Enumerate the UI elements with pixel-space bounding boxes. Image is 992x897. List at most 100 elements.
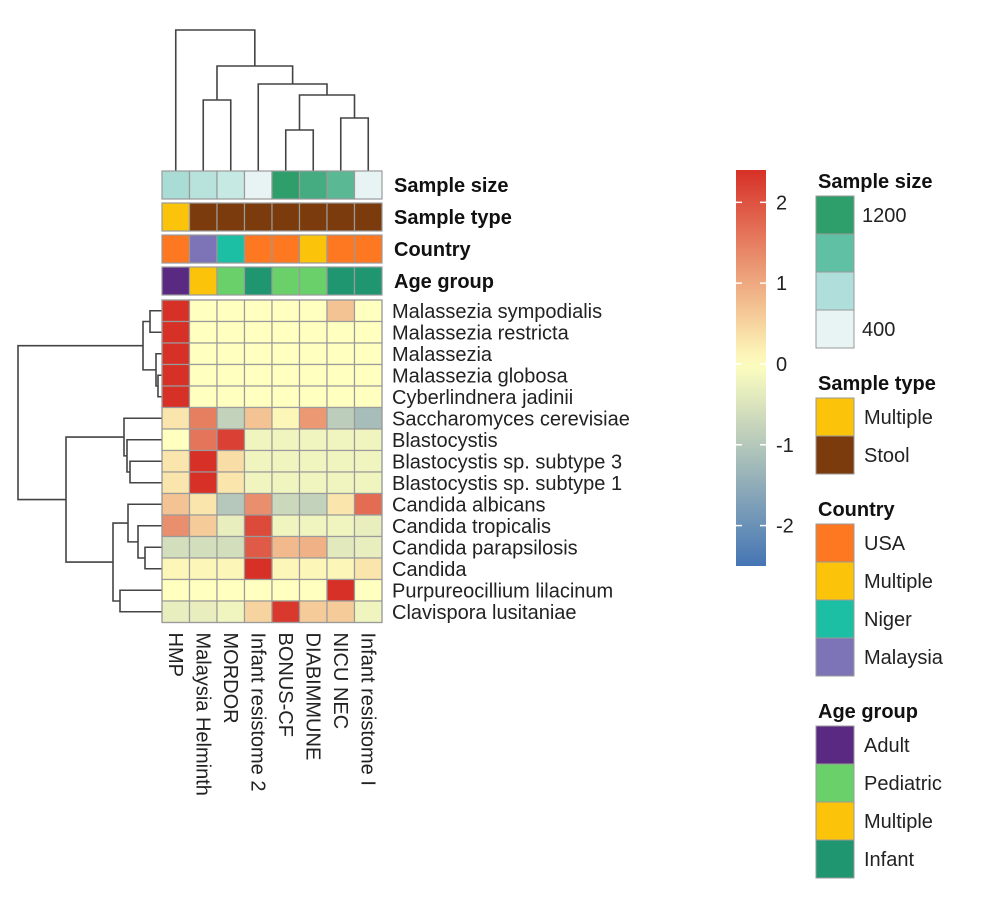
annotation-cell xyxy=(243,266,273,296)
heatmap-cell xyxy=(161,299,191,323)
annotation-cell xyxy=(188,202,218,232)
column-label: NICU NEC xyxy=(329,633,351,730)
legend-swatch xyxy=(815,599,855,639)
column-label: BONUS-CF xyxy=(274,633,296,737)
heatmap-cell xyxy=(326,492,356,516)
heatmap-border xyxy=(161,299,383,624)
row-dendrogram xyxy=(17,309,162,613)
annotation-cell xyxy=(298,266,328,296)
legend-swatch xyxy=(815,271,855,311)
heatmap-cell xyxy=(188,535,218,559)
row-label: Saccharomyces cerevisiae xyxy=(392,408,630,430)
legend-swatch xyxy=(815,763,855,803)
heatmap-cell xyxy=(243,471,273,495)
colorbar-tick-label: -1 xyxy=(776,435,794,457)
annotation-labels: Sample size Sample type Country Age group xyxy=(394,175,512,293)
heatmap-cell xyxy=(326,578,356,602)
heatmap-cell xyxy=(353,514,383,538)
heatmap-cell xyxy=(216,535,246,559)
heatmap-cell xyxy=(271,385,301,409)
legend-swatch xyxy=(815,195,855,235)
heatmap-cell xyxy=(161,535,191,559)
heatmap-cell xyxy=(298,492,328,516)
annotation-cell xyxy=(271,234,301,264)
dendrogram-branch xyxy=(257,83,328,171)
column-label: Infant resistome 2 xyxy=(246,633,268,792)
heatmap-cell xyxy=(271,363,301,387)
dendrogram-branch xyxy=(284,129,315,171)
heatmap-cell xyxy=(298,385,328,409)
heatmap-cell xyxy=(326,449,356,473)
heatmap-cell xyxy=(298,320,328,344)
dendrogram-branch xyxy=(155,352,162,387)
heatmap-cell xyxy=(298,535,328,559)
heatmap-cell xyxy=(326,406,356,430)
legend-title-age-group: Age group xyxy=(818,701,918,723)
legend-swatch xyxy=(815,435,855,475)
row-label: Clavispora lusitaniae xyxy=(392,602,577,624)
heatmap-cell xyxy=(353,385,383,409)
dendrogram-branch xyxy=(123,417,162,457)
legend-swatch xyxy=(815,397,855,437)
column-dendrogram xyxy=(174,29,370,171)
row-label: Candida xyxy=(392,559,467,581)
heatmap-cell xyxy=(271,342,301,366)
legend-swatch xyxy=(815,839,855,879)
heatmap-cells xyxy=(161,299,383,624)
heatmap-cell xyxy=(188,449,218,473)
legend-title-country: Country xyxy=(818,499,896,521)
dendrogram-branch xyxy=(119,589,162,613)
dendrogram-branch xyxy=(112,522,128,602)
heatmap-cell xyxy=(161,406,191,430)
legend-label: Pediatric xyxy=(864,773,942,795)
annotation-cell xyxy=(271,202,301,232)
heatmap-cell xyxy=(243,449,273,473)
heatmap-cell xyxy=(243,406,273,430)
heatmap-cell xyxy=(326,320,356,344)
dendrogram-branch xyxy=(149,309,162,334)
annotation-cell xyxy=(298,234,328,264)
annotation-cell xyxy=(353,266,383,296)
heatmap-cell xyxy=(188,600,218,624)
heatmap-cell xyxy=(298,406,328,430)
heatmap-cell xyxy=(161,600,191,624)
annotation-cell xyxy=(161,266,191,296)
legend-title-sample-type: Sample type xyxy=(818,373,936,395)
legend-swatch xyxy=(815,309,855,349)
heatmap-cell xyxy=(271,449,301,473)
heatmap-cell xyxy=(298,428,328,452)
heatmap-cell xyxy=(243,600,273,624)
annotation-cell xyxy=(243,202,273,232)
heatmap-cell xyxy=(161,557,191,581)
annotation-cell xyxy=(216,234,246,264)
legend-label: Infant xyxy=(864,849,914,871)
annotation-cell xyxy=(326,170,356,200)
annotation-cell xyxy=(326,234,356,264)
dendrogram-branch xyxy=(202,99,232,171)
heatmap-cell xyxy=(353,578,383,602)
legend-label: Malaysia xyxy=(864,647,944,669)
row-label: Malassezia xyxy=(392,344,493,366)
legend-title-sample-size: Sample size xyxy=(818,171,933,193)
heatmap-cell xyxy=(353,535,383,559)
heatmap-cell xyxy=(326,342,356,366)
legend-label: Adult xyxy=(864,735,910,757)
annotation-cell xyxy=(161,170,191,200)
heatmap-cell xyxy=(271,471,301,495)
heatmap-cell xyxy=(216,600,246,624)
heatmap-cell xyxy=(188,406,218,430)
heatmap-cell xyxy=(243,557,273,581)
annotation-cell xyxy=(271,266,301,296)
heatmap-cell xyxy=(271,428,301,452)
annotation-cell xyxy=(326,202,356,232)
heatmap-cell xyxy=(216,406,246,430)
heatmap-cell xyxy=(271,535,301,559)
column-label: HMP xyxy=(164,633,186,677)
heatmap-cell xyxy=(271,406,301,430)
legend-label: Stool xyxy=(864,445,910,467)
heatmap-cell xyxy=(216,428,246,452)
heatmap-cell xyxy=(188,471,218,495)
legend-swatch xyxy=(815,801,855,841)
heatmap-cell xyxy=(298,449,328,473)
